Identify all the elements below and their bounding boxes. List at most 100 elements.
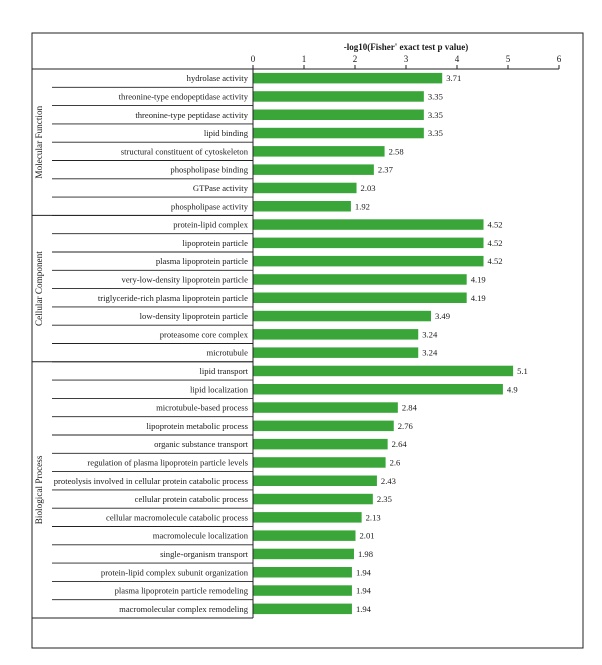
category-label: macromolecular complex remodeling (119, 604, 249, 614)
bar (253, 366, 513, 377)
chart-root: -log10(Fisher' exact test p value) 0 1 2 3 4… (0, 0, 602, 660)
x-tick-label: 0 (251, 54, 256, 64)
bar (253, 457, 386, 468)
bar-value-label: 4.52 (488, 238, 503, 248)
bar-value-label: 4.19 (471, 274, 486, 284)
x-axis-title: -log10(Fisher' exact test p value) (344, 42, 468, 52)
bar (253, 219, 484, 230)
bar (253, 91, 424, 102)
bar (253, 549, 354, 560)
bar-value-label: 2.6 (390, 457, 401, 467)
category-label: GTPase activity (193, 183, 249, 193)
bar (253, 274, 467, 285)
category-label: lipid transport (200, 366, 249, 376)
category-label: cellular macromolecule catabolic process (106, 512, 249, 522)
bar-value-label: 2.64 (392, 439, 408, 449)
bar-value-label: 1.94 (356, 567, 372, 577)
go-enrichment-bar-chart: -log10(Fisher' exact test p value) 0 1 2 3 4… (0, 0, 602, 660)
category-label: phospholipase activity (171, 201, 249, 211)
bar-value-label: 1.94 (356, 586, 372, 596)
bar (253, 110, 424, 121)
group-label: Cellular Component (34, 251, 44, 326)
category-label: single-organism transport (160, 549, 249, 559)
bar-value-label: 2.13 (366, 512, 381, 522)
bar-value-label: 2.76 (398, 421, 414, 431)
bar-value-label: 2.35 (377, 494, 392, 504)
bar (253, 73, 442, 84)
category-label: organic substance transport (154, 439, 248, 449)
bar-value-label: 3.35 (428, 91, 443, 101)
bar-value-label: 2.01 (360, 531, 375, 541)
x-tick-label: 3 (404, 54, 409, 64)
category-label: phospholipase binding (170, 165, 248, 175)
x-tick-label: 1 (302, 54, 307, 64)
category-label: lipoprotein metabolic process (146, 421, 248, 431)
bar (253, 530, 356, 541)
bar (253, 238, 484, 249)
category-label: plasma lipoprotein particle (156, 256, 248, 266)
category-label: proteasome core complex (160, 329, 249, 339)
category-label: triglyceride-rich plasma lipoprotein par… (98, 293, 248, 303)
category-label: threonine-type endopeptidase activity (119, 91, 249, 101)
bar-value-label: 1.94 (356, 604, 372, 614)
bar (253, 164, 374, 175)
bar-value-label: 2.03 (361, 183, 376, 193)
bar (253, 494, 373, 505)
category-label: protein-lipid complex subunit organizati… (101, 567, 249, 577)
bar-value-label: 3.35 (428, 128, 443, 138)
bar (253, 347, 418, 358)
bar-value-label: 2.58 (389, 146, 404, 156)
group-label: Biological Process (34, 455, 44, 524)
bar (253, 604, 352, 615)
category-label: plasma lipoprotein particle remodeling (115, 586, 249, 596)
bar (253, 311, 431, 322)
bar (253, 128, 424, 139)
bar (253, 512, 362, 523)
category-label: lipoprotein particle (182, 238, 248, 248)
category-label: macromolecule localization (153, 531, 249, 541)
bar (253, 384, 503, 395)
category-label: lipid binding (204, 128, 249, 138)
bar-value-label: 3.35 (428, 110, 443, 120)
bar-value-label: 4.52 (488, 220, 503, 230)
bar (253, 146, 385, 157)
category-label: protein-lipid complex (173, 220, 248, 230)
bar-value-label: 1.98 (358, 549, 373, 559)
x-tick-label: 5 (506, 54, 511, 64)
bar-value-label: 4.52 (488, 256, 503, 266)
bar-value-label: 3.24 (422, 348, 438, 358)
bar-value-label: 1.92 (355, 201, 370, 211)
bar (253, 256, 484, 267)
bar-value-label: 4.9 (507, 384, 518, 394)
bar-value-label: 2.37 (378, 165, 394, 175)
bar (253, 402, 398, 413)
category-label: microtubule (206, 348, 248, 358)
bar (253, 439, 388, 450)
bar-value-label: 3.24 (422, 329, 438, 339)
category-label: structural constituent of cytoskeleton (121, 146, 249, 156)
bar-value-label: 2.84 (402, 403, 418, 413)
bar (253, 329, 418, 340)
category-label: hydrolase activity (187, 73, 249, 83)
category-label: very-low-density lipoprotein particle (122, 274, 249, 284)
bar (253, 567, 352, 578)
category-label: lipid localization (190, 384, 249, 394)
bar (253, 421, 394, 432)
bar-value-label: 5.1 (517, 366, 528, 376)
category-label: microtubule-based process (156, 403, 249, 413)
x-tick-label: 6 (557, 54, 562, 64)
category-label: low-density lipoprotein particle (140, 311, 249, 321)
bar (253, 201, 351, 212)
bar (253, 183, 357, 194)
category-label: regulation of plasma lipoprotein particl… (87, 457, 248, 467)
bar-value-label: 3.71 (446, 73, 461, 83)
x-tick-label: 4 (455, 54, 460, 64)
bar (253, 476, 377, 487)
bar (253, 293, 467, 304)
category-label: cellular protein catabolic process (135, 494, 249, 504)
bar-value-label: 3.49 (435, 311, 450, 321)
category-label: threonine-type peptidase activity (135, 110, 248, 120)
x-tick-label: 2 (353, 54, 358, 64)
group-label: Molecular Function (34, 105, 44, 178)
bar-value-label: 2.43 (381, 476, 396, 486)
